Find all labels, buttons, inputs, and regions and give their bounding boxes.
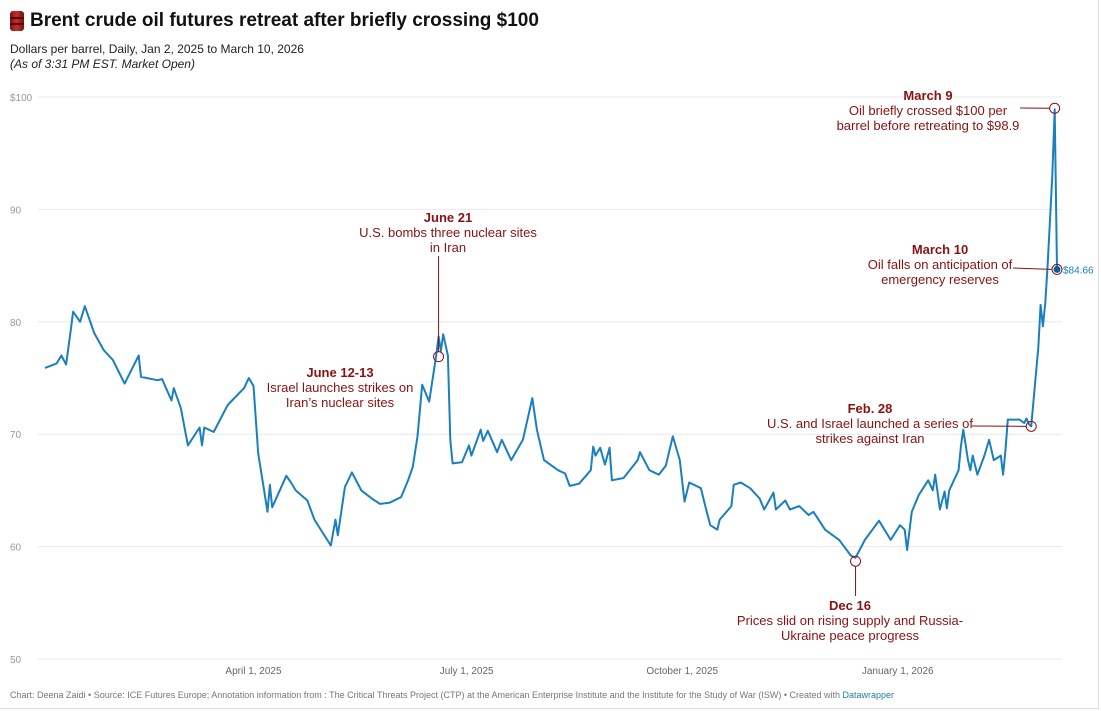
- y-tick-label-backdrop: [9, 93, 36, 104]
- annotation-title: June 21: [424, 210, 472, 225]
- annotation-leader-line: [1012, 267, 1053, 270]
- annotation-marker: [1051, 263, 1063, 275]
- annotation-marker: [850, 555, 862, 567]
- y-tick-label: 60: [10, 543, 22, 554]
- y-tick-label-backdrop: [9, 655, 25, 666]
- y-tick-label-backdrop: [9, 430, 25, 442]
- annotation-title: Dec 16: [829, 598, 871, 613]
- annotation-marker: [433, 351, 445, 363]
- x-tick-label: January 1, 2026: [862, 666, 934, 677]
- annotation-text: Oil falls on anticipation of: [868, 257, 1013, 272]
- annotation-marker: [1025, 420, 1037, 432]
- end-point-marker: [1053, 265, 1061, 273]
- y-tick-label-backdrop: [9, 205, 25, 217]
- annotation-text: Ukraine peace progress: [781, 628, 920, 643]
- y-tick-label: 70: [10, 430, 22, 441]
- x-tick-label: July 1, 2025: [440, 666, 494, 677]
- x-tick-label: April 1, 2025: [225, 666, 282, 677]
- y-tick-label: 90: [10, 205, 22, 216]
- annotation-text: U.S. bombs three nuclear sites: [359, 225, 537, 240]
- annotation-text: strikes against Iran: [815, 431, 924, 446]
- annotation-text: Iran’s nuclear sites: [286, 395, 395, 410]
- chart-subtitle: Dollars per barrel, Daily, Jan 2, 2025 t…: [10, 42, 304, 56]
- chart-title-text: Brent crude oil futures retreat after br…: [30, 10, 539, 31]
- datawrapper-link[interactable]: Datawrapper: [842, 690, 895, 700]
- y-tick-label: $100: [10, 93, 33, 104]
- y-tick-label-backdrop: [9, 317, 25, 329]
- end-value-label: $84.66: [1063, 265, 1094, 276]
- annotation-text: Oil briefly crossed $100 per: [849, 103, 1008, 118]
- y-tick-label: 80: [10, 318, 22, 329]
- annotation-title: March 10: [912, 242, 968, 257]
- y-tick-label: 50: [10, 655, 22, 666]
- x-tick-label: October 1, 2025: [646, 666, 718, 677]
- annotation-text: barrel before retreating to $98.9: [837, 118, 1020, 133]
- annotation-text: Prices slid on rising supply and Russia-: [737, 613, 963, 628]
- annotation-text: U.S. and Israel launched a series of: [767, 416, 973, 431]
- annotation-marker: [1049, 102, 1061, 114]
- annotation-text: in Iran: [430, 240, 466, 255]
- oil-barrel-icon: [10, 11, 24, 31]
- price-line: [44, 108, 1058, 559]
- y-tick-label-backdrop: [9, 542, 25, 554]
- annotation-title: Feb. 28: [848, 401, 893, 416]
- chart-footer: Chart: Deena Zaidi • Source: ICE Futures…: [10, 690, 894, 700]
- annotation-title: June 12-13: [306, 365, 373, 380]
- chart-title: Brent crude oil futures retreat after br…: [10, 10, 539, 32]
- chart-note: (As of 3:31 PM EST. Market Open): [10, 57, 195, 71]
- annotation-text: Israel launches strikes on: [267, 380, 414, 395]
- annotation-title: March 9: [903, 88, 952, 103]
- footer-credits: Chart: Deena Zaidi • Source: ICE Futures…: [10, 690, 843, 700]
- annotation-text: emergency reserves: [881, 272, 999, 287]
